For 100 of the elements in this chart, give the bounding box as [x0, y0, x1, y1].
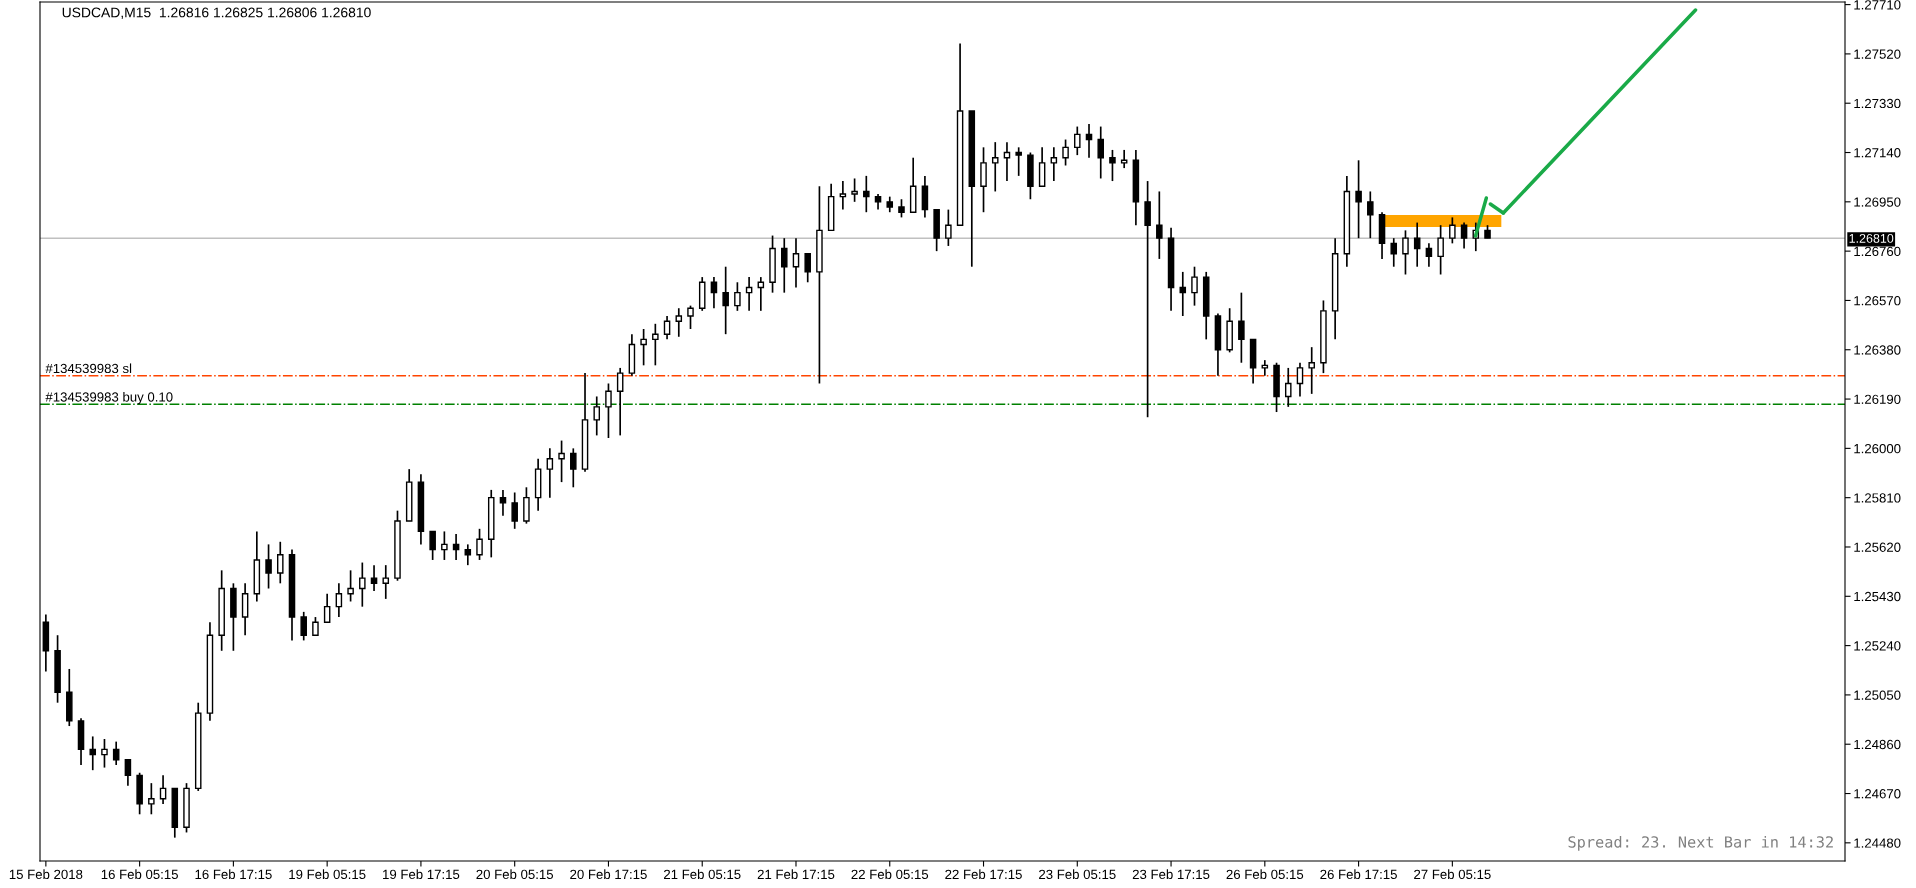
candlestick	[687, 304, 694, 330]
candlestick	[1367, 190, 1374, 239]
candlestick	[335, 582, 343, 618]
candlestick	[792, 237, 800, 289]
candlestick	[863, 175, 870, 214]
x-tick-label: 15 Feb 2018	[9, 869, 83, 880]
candlestick	[558, 439, 565, 483]
candlestick	[124, 758, 132, 787]
candlestick	[593, 395, 601, 437]
y-tick-label: 1.27330	[1854, 98, 1901, 109]
candlestick	[1308, 346, 1315, 395]
candlestick	[1074, 125, 1081, 156]
y-tick-label: 1.26570	[1854, 296, 1901, 306]
candlestick	[312, 616, 319, 637]
candlestick	[1437, 224, 1444, 276]
candlestick	[1413, 221, 1421, 268]
candlestick	[780, 237, 788, 294]
candlestick	[499, 489, 507, 517]
candlestick	[1191, 265, 1198, 307]
y-tick-label: 1.26760	[1854, 246, 1901, 257]
candlestick	[652, 322, 659, 367]
y-tick-label: 1.27140	[1854, 148, 1901, 158]
candlestick	[1156, 190, 1163, 260]
candlestick	[605, 382, 612, 439]
x-tick-label: 26 Feb 05:15	[1226, 869, 1304, 880]
y-tick-label: 1.27520	[1854, 49, 1901, 59]
x-tick-label: 20 Feb 05:15	[476, 869, 554, 880]
candlestick	[570, 447, 577, 489]
candlestick	[89, 735, 97, 772]
candlestick	[323, 592, 331, 624]
x-tick-label: 21 Feb 17:15	[757, 869, 835, 880]
y-tick-label: 1.26380	[1854, 345, 1901, 355]
candlestick	[523, 486, 530, 525]
x-tick-label: 22 Feb 05:15	[851, 869, 929, 880]
candlestick	[1402, 229, 1409, 276]
candlestick	[1144, 180, 1151, 419]
x-tick-label: 22 Feb 17:15	[945, 869, 1022, 880]
y-tick-label: 1.25620	[1854, 542, 1901, 552]
x-tick-label: 27 Feb 05:15	[1414, 869, 1491, 880]
candlestick	[991, 141, 999, 193]
candlestick	[1425, 242, 1433, 268]
candlestick	[241, 582, 249, 637]
y-tick-label: 1.24860	[1854, 739, 1901, 750]
y-tick-label: 1.25430	[1854, 591, 1901, 602]
x-tick-label: 16 Feb 05:15	[101, 869, 178, 880]
y-tick-label: 1.26000	[1854, 443, 1901, 454]
candlestick	[1038, 146, 1046, 188]
y-tick-label: 1.26950	[1854, 197, 1901, 207]
candlestick	[1015, 146, 1022, 177]
y-tick-label: 1.27710	[1854, 0, 1901, 10]
candlestick	[1261, 359, 1269, 377]
candlestick	[1390, 237, 1398, 268]
candlestick	[851, 177, 858, 203]
candlestick	[441, 530, 448, 561]
candlestick	[839, 180, 847, 211]
candlestick	[1449, 216, 1456, 245]
candlestick	[476, 527, 483, 561]
candlestick	[265, 543, 272, 590]
ref-line-label: 1.26810	[1849, 233, 1894, 243]
candlestick	[1120, 149, 1128, 169]
candlestick	[359, 561, 366, 608]
y-tick-label: 1.24670	[1854, 789, 1901, 799]
x-tick-label: 19 Feb 05:15	[289, 869, 366, 880]
candlestick	[921, 175, 929, 219]
candlestick	[663, 315, 671, 341]
candlestick	[616, 367, 624, 437]
x-tick-label: 16 Feb 17:15	[195, 869, 272, 880]
y-tick-label: 1.25050	[1854, 690, 1901, 700]
candlestick	[980, 146, 987, 214]
candlestick	[1097, 125, 1105, 180]
candlestick	[1284, 367, 1292, 408]
x-tick-label: 23 Feb 17:15	[1132, 869, 1210, 880]
candlestick	[734, 281, 741, 312]
x-tick-label: 20 Feb 17:15	[570, 869, 647, 880]
candlestick	[148, 782, 155, 816]
x-tick-label: 21 Feb 05:15	[664, 869, 741, 880]
candlestick	[370, 564, 378, 592]
candlestick	[640, 328, 647, 367]
candlestick	[1296, 361, 1304, 398]
candlestick	[1109, 149, 1116, 182]
candlestick	[722, 265, 729, 336]
x-tick-label: 19 Feb 17:15	[383, 869, 460, 880]
candlestick	[347, 569, 354, 603]
chart-title: USDCAD,M15 1.26816 1.26825 1.26806 1.26810	[62, 7, 371, 19]
candlestick	[382, 564, 390, 600]
candlestick	[675, 307, 683, 338]
candlestick	[101, 738, 108, 769]
candlestick	[1050, 146, 1058, 182]
y-tick-label: 1.26190	[1854, 394, 1901, 404]
x-tick-label: 26 Feb 17:15	[1320, 869, 1397, 880]
candlestick	[1460, 221, 1468, 250]
candlestick	[300, 611, 307, 642]
candlestick	[429, 530, 436, 561]
candlestick	[1062, 138, 1069, 167]
candlestick	[511, 491, 518, 530]
x-tick-label: 23 Feb 05:15	[1039, 869, 1116, 880]
candlestick	[804, 252, 811, 284]
y-tick-label: 1.25810	[1854, 493, 1901, 503]
ref-line-label: #134539983 buy 0.10	[45, 391, 173, 405]
candlestick	[945, 208, 952, 247]
